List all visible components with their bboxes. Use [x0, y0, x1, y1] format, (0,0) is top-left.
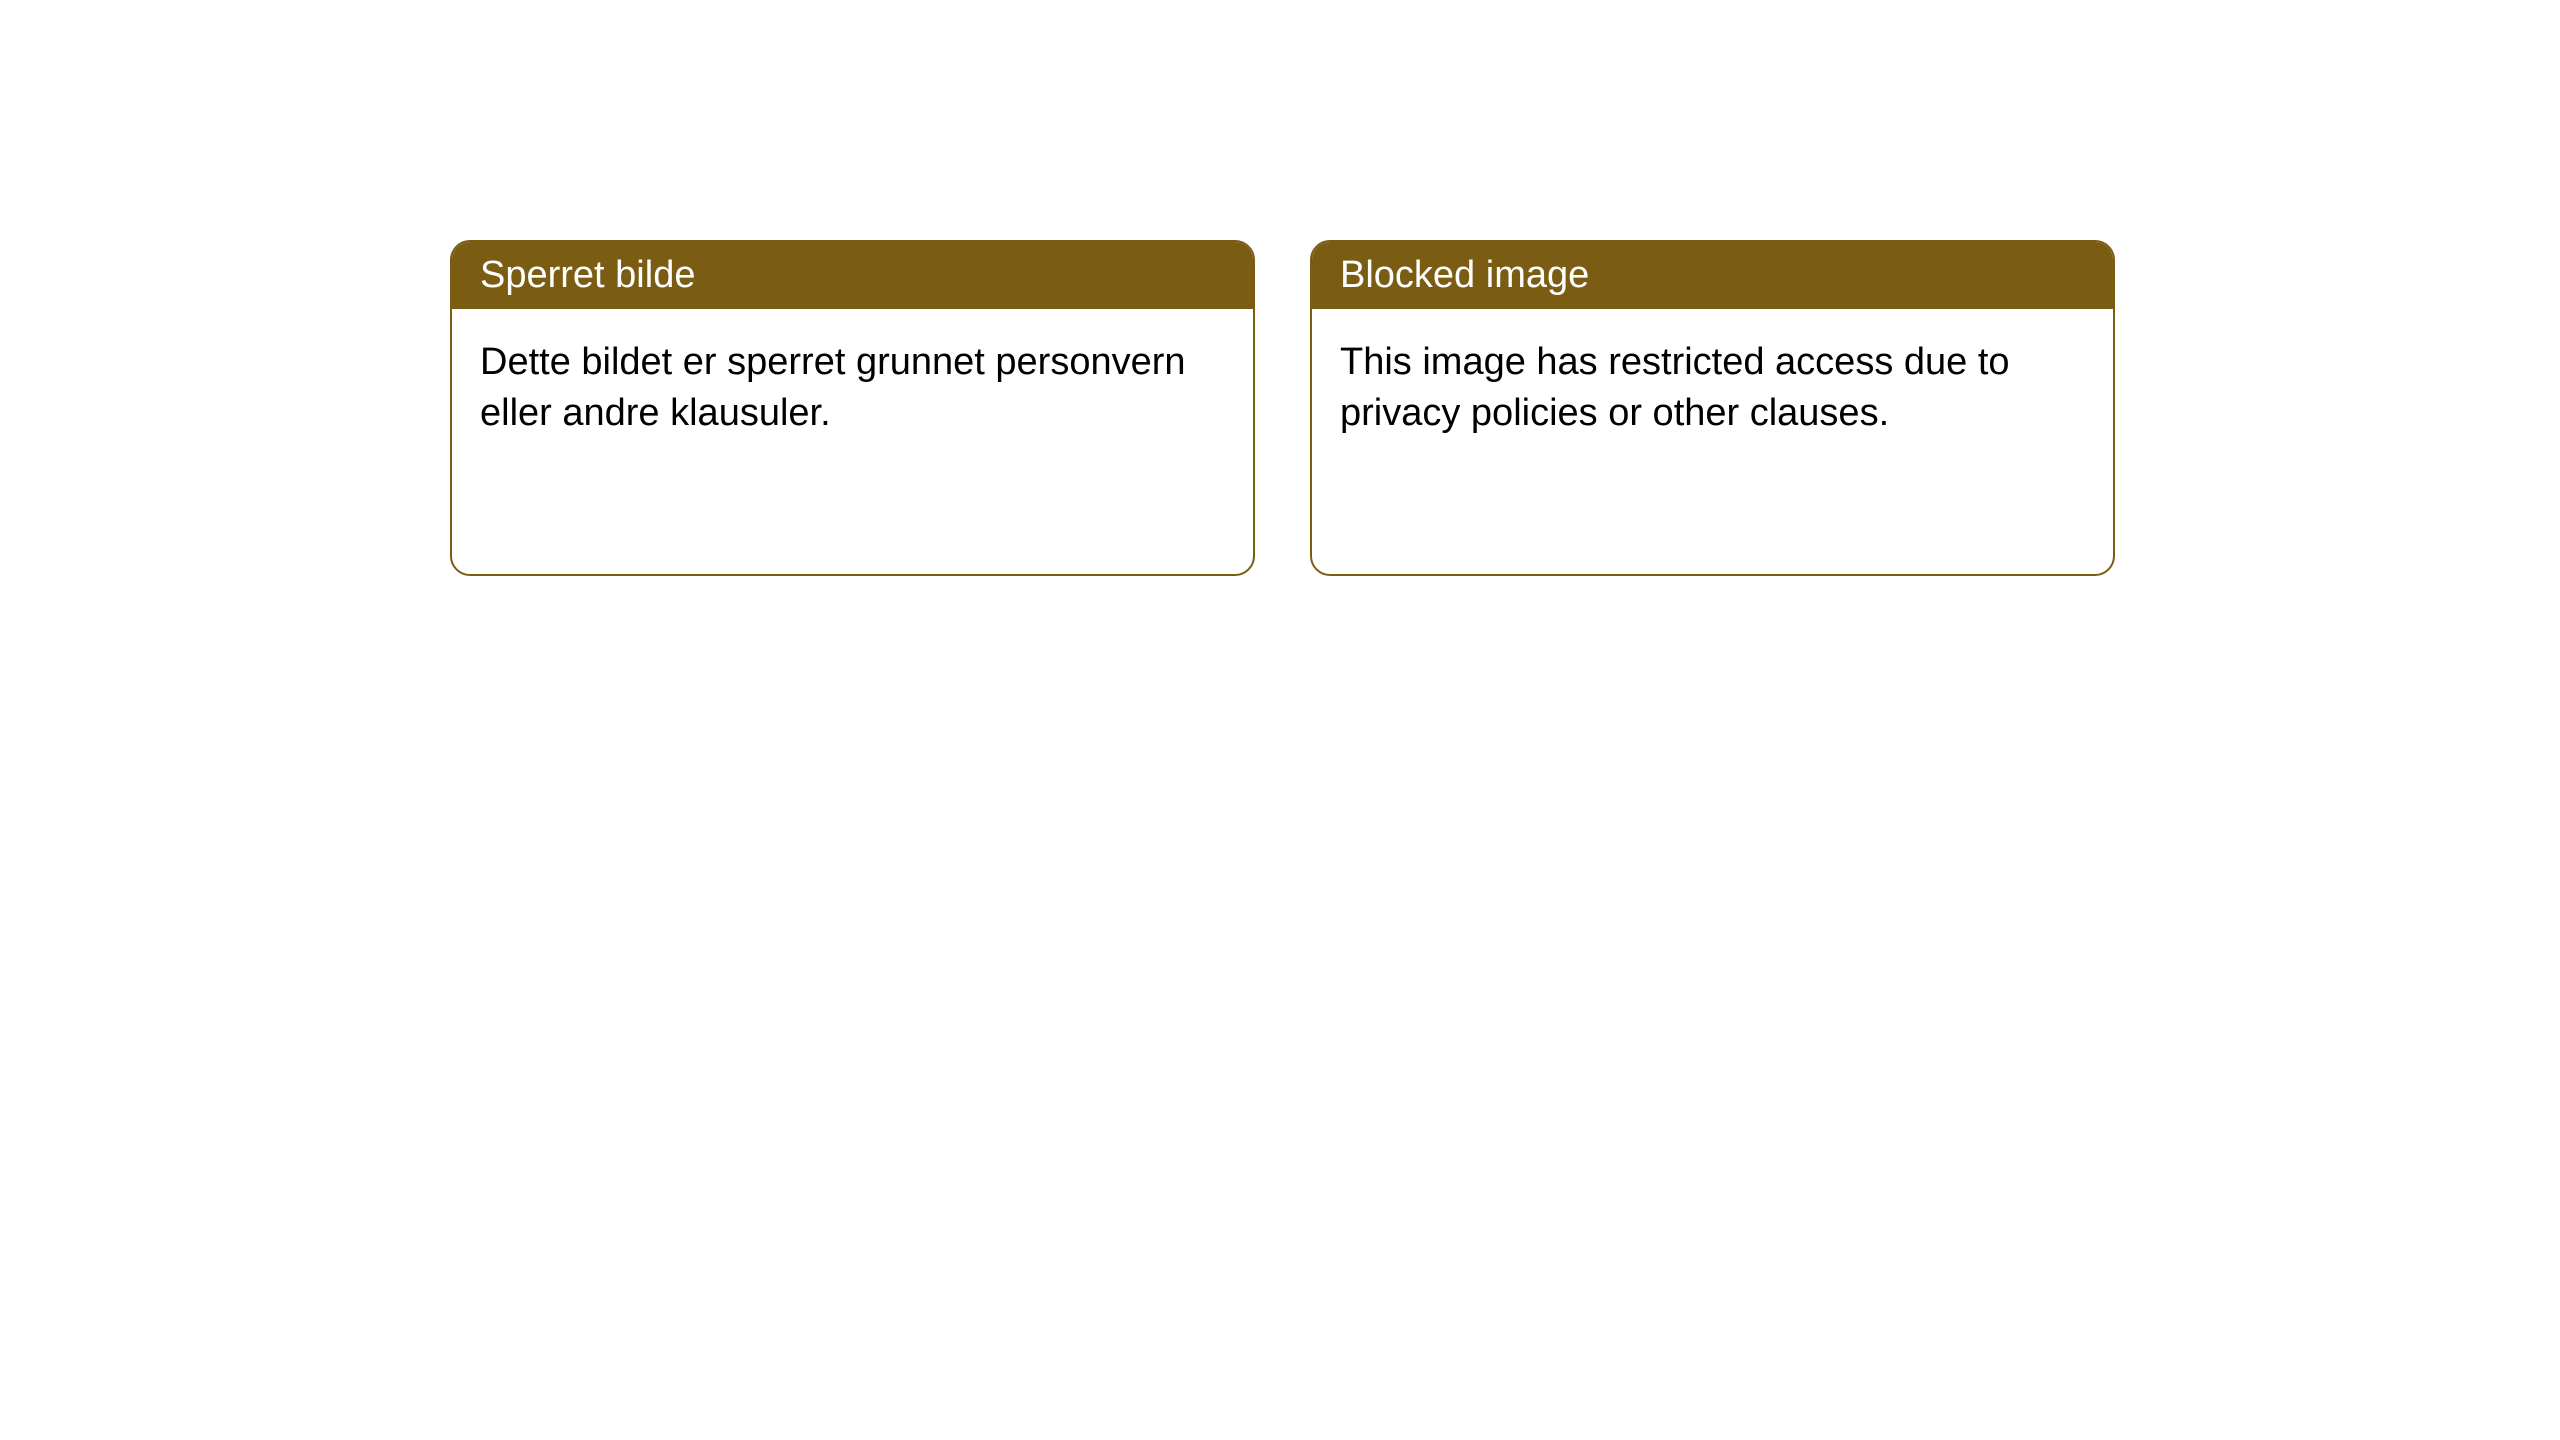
card-body-norwegian: Dette bildet er sperret grunnet personve…	[452, 309, 1253, 468]
notice-card-english: Blocked image This image has restricted …	[1310, 240, 2115, 576]
card-body-english: This image has restricted access due to …	[1312, 309, 2113, 468]
card-header-english: Blocked image	[1312, 242, 2113, 309]
notice-card-norwegian: Sperret bilde Dette bildet er sperret gr…	[450, 240, 1255, 576]
card-header-norwegian: Sperret bilde	[452, 242, 1253, 309]
notice-cards-container: Sperret bilde Dette bildet er sperret gr…	[450, 240, 2560, 576]
